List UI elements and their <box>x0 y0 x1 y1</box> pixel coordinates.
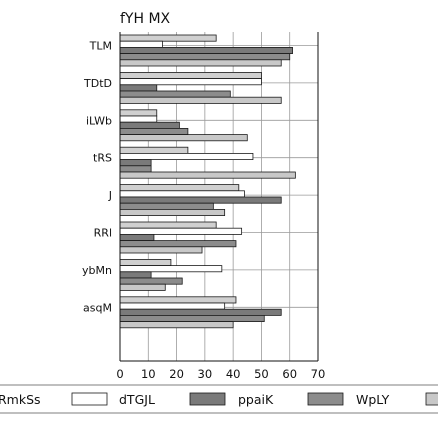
bar-rmkss-trs <box>119 146 189 154</box>
bar-series-5-rrl <box>119 246 203 254</box>
bar-ppaik-tdtd <box>119 84 158 92</box>
bar-wply-ybmn <box>119 277 183 285</box>
x-tick-labels: 0 10 20 30 40 50 60 70 <box>116 367 325 381</box>
bar-wply-rrl <box>119 240 237 248</box>
legend-label-dtgjl: dTGJL <box>119 392 155 407</box>
bar-rmkss-ybmn <box>119 258 172 266</box>
category-label-tdtd: TDtD <box>83 77 112 90</box>
bar-rmkss-ilwb <box>119 109 158 117</box>
bars <box>119 34 296 329</box>
bar-series-5-trs <box>119 171 296 179</box>
bar-wply-tdtd <box>119 90 231 98</box>
bar-series-5-ilwb <box>119 134 248 142</box>
x-tick-label: 40 <box>226 367 241 381</box>
bar-rmkss-asqm <box>119 296 237 304</box>
bar-series-5-tlm <box>119 59 282 67</box>
category-labels: TLM TDtD iLWb tRS J RRl ybMn asqM <box>82 40 112 315</box>
x-tick-label: 20 <box>169 367 184 381</box>
bar-ppaik-trs <box>119 159 152 167</box>
bar-dtgjl-tlm <box>119 40 163 48</box>
bar-wply-asqm <box>119 314 265 322</box>
bar-dtgjl-ybmn <box>119 265 223 273</box>
axes <box>119 32 319 362</box>
bar-rmkss-tdtd <box>119 72 262 80</box>
legend-swatch-wply <box>307 392 344 406</box>
bar-series-5-asqm <box>119 321 234 329</box>
category-label-tlm: TLM <box>89 40 112 53</box>
bar-dtgjl-ilwb <box>119 115 158 123</box>
category-label-ilwb: iLWb <box>86 114 112 127</box>
category-label-rrl: RRl <box>94 227 112 240</box>
x-tick-label: 50 <box>254 367 269 381</box>
legend-label-ppaik: ppaiK <box>238 392 274 407</box>
bar-wply-j <box>119 202 214 210</box>
legend-swatch-series-5 <box>425 392 438 406</box>
x-tick-label: 60 <box>282 367 297 381</box>
bar-series-5-tdtd <box>119 96 282 104</box>
category-label-j: J <box>108 189 112 202</box>
x-tick-label: 70 <box>311 367 326 381</box>
x-tick-label: 30 <box>198 367 213 381</box>
bar-wply-ilwb <box>119 127 189 135</box>
bar-wply-trs <box>119 165 152 173</box>
bar-dtgjl-tdtd <box>119 78 262 86</box>
bar-ppaik-tlm <box>119 47 293 55</box>
legend-label-wply: WpLY <box>356 392 390 407</box>
bar-ppaik-asqm <box>119 308 282 316</box>
bar-dtgjl-rrl <box>119 227 243 235</box>
x-tick-label: 0 <box>116 367 123 381</box>
chart-title: fYH MX <box>120 11 171 27</box>
category-label-asqm: asqM <box>83 301 112 314</box>
x-tick-label: 10 <box>141 367 156 381</box>
bar-ppaik-ybmn <box>119 271 152 279</box>
legend: RmkSs dTGJL ppaiK WpLY <box>0 384 438 414</box>
bar-dtgjl-j <box>119 190 245 198</box>
bar-rmkss-j <box>119 184 240 192</box>
bar-rmkss-rrl <box>119 221 217 229</box>
bar-series-5-j <box>119 208 226 216</box>
bar-dtgjl-asqm <box>119 302 226 310</box>
bar-ppaik-ilwb <box>119 121 180 129</box>
category-label-ybmn: ybMn <box>82 264 112 277</box>
bar-dtgjl-trs <box>119 152 254 160</box>
legend-label-rmkss: RmkSs <box>0 392 41 407</box>
bar-ppaik-j <box>119 196 282 204</box>
bar-series-5-ybmn <box>119 283 166 291</box>
legend-swatch-dtgjl <box>71 392 108 406</box>
bar-rmkss-tlm <box>119 34 217 42</box>
legend-swatch-ppaik <box>189 392 226 406</box>
category-label-trs: tRS <box>93 152 112 165</box>
bar-ppaik-rrl <box>119 233 155 241</box>
bar-wply-tlm <box>119 53 291 61</box>
